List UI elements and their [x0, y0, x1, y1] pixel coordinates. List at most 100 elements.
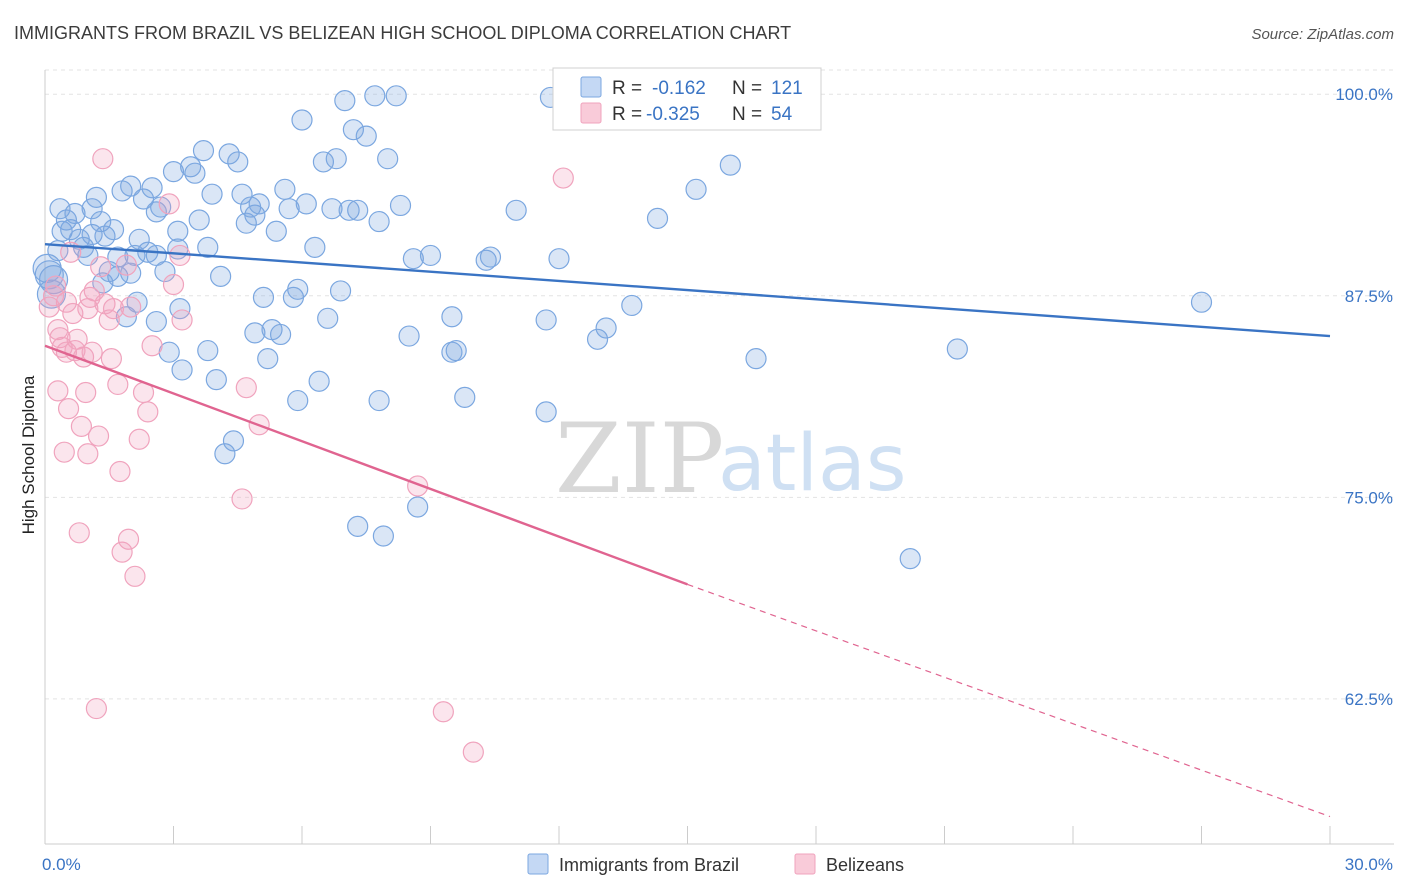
data-point	[432, 701, 454, 723]
data-point	[535, 309, 557, 331]
data-point	[128, 428, 150, 450]
data-point	[377, 148, 399, 170]
data-point	[90, 256, 112, 278]
data-point	[141, 335, 163, 357]
legend-r-label-belizeans: R =	[612, 104, 642, 125]
data-point	[505, 199, 527, 221]
data-point	[132, 188, 155, 210]
data-point	[419, 244, 442, 267]
data-point	[295, 193, 317, 215]
data-point	[38, 296, 60, 318]
stats-legend: R = -0.162 N = 121 R = -0.325 N = 54	[552, 67, 822, 131]
legend-r-label-brazil: R =	[612, 78, 642, 99]
data-point	[899, 547, 921, 570]
data-point	[47, 380, 69, 402]
data-point	[398, 325, 420, 347]
data-point	[312, 151, 335, 173]
data-point	[188, 209, 210, 231]
watermark: ZIP atlas	[555, 403, 907, 515]
data-point	[317, 307, 339, 329]
data-point	[57, 398, 80, 420]
data-point	[244, 204, 266, 226]
data-point	[325, 148, 347, 170]
data-point	[70, 415, 93, 437]
data-point	[109, 460, 131, 483]
y-tick-labels: 100.0% 87.5% 75.0% 62.5%	[1335, 85, 1393, 709]
data-point	[218, 143, 240, 165]
legend-swatch-brazil	[580, 76, 602, 98]
data-point	[162, 160, 185, 183]
data-point	[287, 278, 309, 300]
data-point	[586, 328, 609, 350]
y-tick-label: 62.5%	[1345, 690, 1393, 709]
data-point	[719, 154, 741, 176]
data-point	[120, 296, 142, 318]
data-point	[252, 286, 275, 308]
data-point	[107, 373, 129, 396]
data-point	[92, 148, 114, 170]
data-point	[47, 319, 69, 341]
legend-r-value-belizeans: -0.325	[646, 104, 700, 125]
data-point	[441, 306, 463, 328]
data-point	[55, 291, 78, 313]
data-point	[107, 246, 129, 268]
data-point	[227, 151, 249, 173]
data-point	[454, 386, 476, 408]
data-point	[171, 359, 193, 381]
data-point	[94, 225, 116, 247]
data-point	[231, 183, 253, 205]
chart-title: IMMIGRANTS FROM BRAZIL VS BELIZEAN HIGH …	[14, 23, 791, 43]
data-point	[75, 381, 97, 404]
data-point	[150, 196, 172, 218]
legend-n-label-belizeans: N =	[732, 104, 762, 125]
data-point	[162, 273, 185, 296]
trend-line-brazil	[44, 242, 1331, 338]
data-point	[274, 178, 296, 200]
data-point	[347, 515, 369, 537]
data-point	[231, 488, 253, 510]
data-point	[222, 430, 245, 452]
data-point	[171, 309, 193, 331]
data-point	[111, 541, 133, 563]
data-point	[128, 228, 150, 250]
data-point	[342, 119, 364, 141]
series-legend-swatch-brazil	[527, 853, 549, 875]
data-point	[552, 167, 574, 189]
data-point	[87, 425, 110, 447]
data-point	[192, 140, 215, 162]
data-point	[235, 377, 257, 399]
data-point	[205, 369, 227, 391]
data-point	[85, 186, 108, 208]
data-point	[548, 248, 570, 270]
data-point	[1190, 291, 1213, 313]
y-tick-label: 87.5%	[1345, 287, 1393, 306]
data-point	[278, 198, 300, 220]
data-point	[120, 175, 142, 197]
data-point	[364, 85, 386, 107]
data-point	[368, 210, 390, 233]
data-point	[32, 253, 62, 283]
data-point	[334, 90, 356, 112]
data-point	[265, 220, 287, 242]
data-point	[77, 443, 99, 465]
data-point	[53, 441, 75, 463]
series-legend-swatch-belizeans	[794, 853, 816, 875]
x-tick-labels: 0.0% 30.0%	[42, 855, 1393, 874]
data-point	[462, 741, 484, 763]
data-point	[214, 443, 236, 465]
data-point	[137, 401, 159, 423]
data-point	[321, 198, 343, 220]
x-tick-label: 30.0%	[1345, 855, 1393, 874]
watermark-zip: ZIP	[555, 403, 724, 515]
data-point	[81, 341, 103, 363]
data-point	[291, 109, 313, 131]
data-point	[201, 183, 223, 205]
data-point	[141, 177, 163, 199]
data-point	[385, 85, 407, 107]
data-point	[158, 193, 180, 215]
data-point	[621, 294, 643, 317]
data-point	[304, 236, 326, 258]
data-point	[347, 199, 369, 221]
series-legend-label-brazil: Immigrants from Brazil	[559, 855, 739, 875]
trend-line-belizeans	[44, 344, 688, 586]
